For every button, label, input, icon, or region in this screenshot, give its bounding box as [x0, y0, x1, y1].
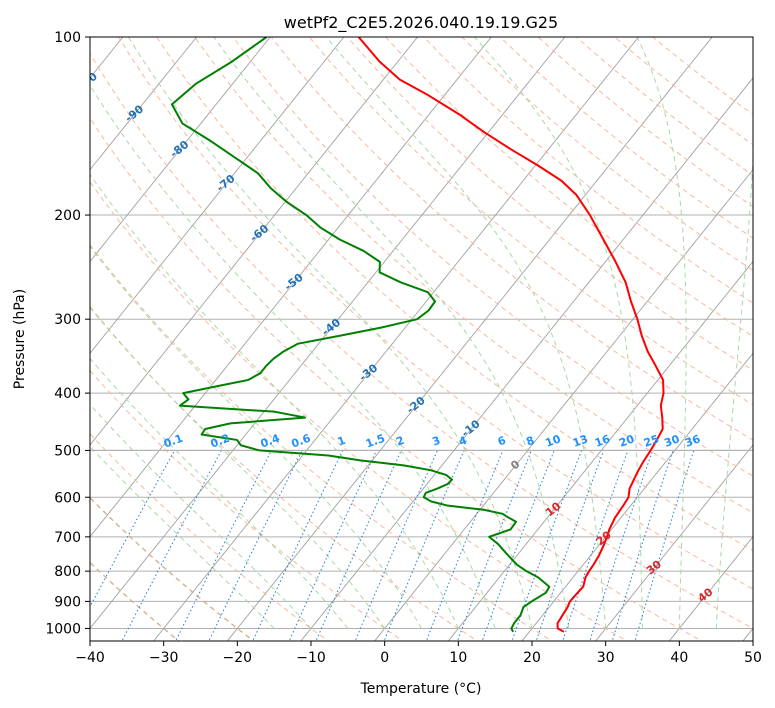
y-tick-label: 200 — [54, 208, 81, 224]
dry-adiabat-0 — [90, 369, 404, 641]
mixing-ratio-label: 6 — [496, 434, 508, 449]
plot-frame — [89, 36, 754, 642]
mixing-ratio-label: 8 — [524, 434, 536, 449]
mixing-ratio-label: 0.4 — [259, 432, 282, 451]
dry-adiabat-130 — [384, 37, 753, 337]
y-tick-label: 100 — [54, 30, 81, 46]
mixing-ratio-line-25 — [589, 450, 654, 641]
dry-adiabat--20 — [90, 496, 255, 641]
dry-adiabat--10 — [90, 433, 330, 641]
moist-adiabat-40 — [636, 37, 687, 629]
dry-adiabat-100 — [270, 37, 753, 441]
y-tick-label: 800 — [54, 564, 81, 580]
mixing-ratio-line-30 — [611, 450, 674, 641]
dry-adiabat-110 — [308, 37, 753, 406]
mixing-ratio-line-4 — [383, 450, 465, 641]
x-tick-label: −10 — [296, 650, 326, 666]
y-tick-label: 400 — [54, 386, 81, 402]
x-tick-label: 0 — [380, 650, 389, 666]
moist-adiabat-10 — [90, 173, 459, 629]
y-tick-label: 1000 — [45, 621, 81, 637]
mixing-ratio-line-10 — [481, 450, 555, 641]
mixing-ratio-label: 13 — [571, 432, 590, 449]
isotherm-label: -100 — [70, 70, 100, 98]
y-axis-label: Pressure (hPa) — [12, 289, 28, 389]
dry-adiabat-50 — [90, 52, 753, 630]
mixing-ratio-label: 1.5 — [364, 432, 387, 451]
mixing-ratio-label: 4 — [457, 434, 469, 449]
x-tick-label: −40 — [75, 650, 105, 666]
mixing-ratio-line-0.1 — [90, 450, 175, 608]
mixing-ratio-line-0.2 — [121, 450, 222, 641]
plot-area: -100-90-80-70-60-50-40-30-20-10010203040… — [70, 37, 753, 641]
isotherm--20 — [226, 37, 713, 641]
dry-adiabat--30 — [90, 561, 180, 641]
moist-adiabat--10 — [90, 403, 312, 629]
x-axis-label: Temperature (°C) — [360, 681, 482, 697]
isotherm-30 — [595, 444, 753, 641]
isotherm-10 — [447, 260, 753, 641]
x-tick-label: 20 — [523, 650, 541, 666]
dry-adiabat-10 — [90, 306, 479, 641]
moist-adiabat-5 — [90, 245, 422, 629]
dry-adiabat-20 — [90, 244, 554, 641]
mixing-ratio-label: 16 — [593, 432, 612, 450]
dry-adiabat-70 — [156, 37, 753, 552]
mixing-ratio-label: 0.6 — [290, 432, 313, 451]
mixing-ratio-label: 2 — [394, 434, 406, 449]
y-tick-label: 900 — [54, 594, 81, 610]
moist-adiabat-45 — [715, 148, 753, 629]
moist-adiabat-30 — [325, 37, 607, 629]
mixing-ratio-label: 10 — [544, 432, 563, 450]
mixing-ratio-label-layer: 0.1 0.2 0.4 0.6 1 1.5 2 3 4 6 8 10 13 16 20 25 30 36 — [162, 432, 702, 451]
isotherm--10 — [300, 77, 753, 641]
chart-title: wetPf2_C2E5.2026.040.19.19.G25 — [284, 13, 558, 33]
mixing-ratio-line-8 — [456, 450, 532, 641]
mixing-ratio-label: 0.1 — [162, 432, 185, 451]
isotherm--70 — [90, 37, 345, 354]
isotherm-40 — [668, 535, 753, 641]
moist-adiabat-25 — [213, 37, 570, 629]
axes: −40 −30 −20 −10 0 10 20 30 40 5010020030040050060… — [45, 30, 762, 666]
mixing-ratio-line-1 — [252, 450, 344, 641]
isotherm-20 — [521, 352, 753, 641]
mixing-ratio-label: 25 — [642, 432, 661, 449]
isotherm--40 — [90, 37, 566, 630]
moist-adiabat-20 — [127, 37, 533, 629]
mixing-ratio-label: 1 — [336, 434, 348, 449]
mixing-ratio-line-36 — [634, 450, 695, 641]
moist-adiabat-15 — [90, 84, 496, 629]
mixing-ratio-label: 20 — [617, 432, 636, 450]
dry-adiabat-30 — [90, 181, 628, 641]
y-tick-label: 500 — [54, 443, 81, 459]
mixing-ratio-line-20 — [562, 450, 629, 641]
y-tick-label: 300 — [54, 312, 81, 328]
x-tick-label: 10 — [449, 650, 467, 666]
mixing-ratio-line-6 — [425, 450, 504, 641]
x-tick-label: 30 — [597, 650, 615, 666]
temperature-trace — [357, 37, 665, 633]
x-tick-label: −20 — [223, 650, 253, 666]
x-tick-label: 50 — [744, 650, 762, 666]
y-tick-label: 600 — [54, 490, 81, 506]
moist-adiabat--5 — [90, 357, 349, 629]
dewpoint-trace — [170, 37, 551, 633]
x-tick-label: 40 — [670, 650, 688, 666]
mixing-ratio-label: 0.2 — [209, 432, 232, 451]
dry-adiabat-80 — [194, 37, 753, 514]
mixing-ratio-label: 30 — [662, 432, 681, 450]
mixing-ratio-label: 36 — [683, 432, 702, 450]
isotherm--30 — [153, 37, 640, 641]
moist-adiabat--15 — [90, 445, 275, 629]
mixing-ratio-line-13 — [511, 450, 583, 641]
y-tick-label: 700 — [54, 530, 81, 546]
isotherm--60 — [90, 37, 419, 446]
x-tick-label: −30 — [149, 650, 179, 666]
dry-adiabat-40 — [90, 117, 703, 641]
mixing-ratio-line-16 — [535, 450, 605, 641]
mixing-ratio-label: 3 — [430, 434, 442, 449]
